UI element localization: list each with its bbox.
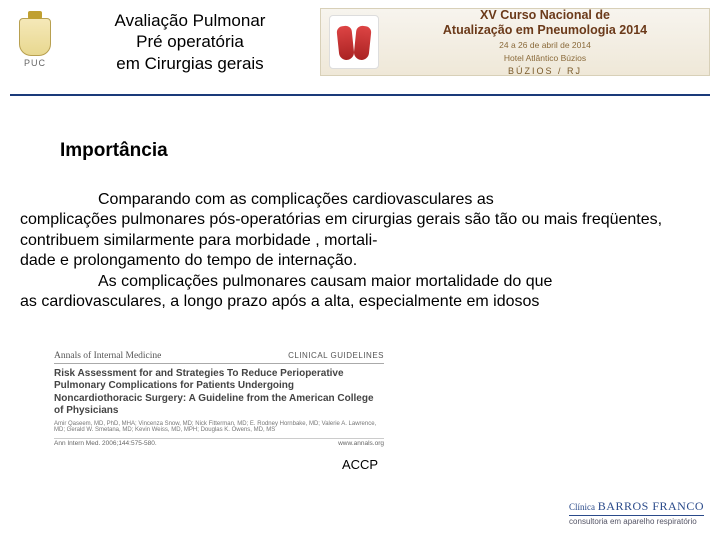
banner-dates: 24 a 26 de abril de 2014 (389, 40, 701, 50)
course-banner: XV Curso Nacional de Atualização em Pneu… (320, 8, 710, 76)
citation-reference: Ann Intern Med. 2006;144:575-580. (54, 440, 318, 447)
clinic-subtitle: consultoria em aparelho respiratório (569, 515, 704, 526)
citation-title: Risk Assessment for and Strategies To Re… (54, 368, 384, 418)
banner-location: BÚZIOS / RJ (389, 66, 701, 76)
p2-rest: as cardiovasculares, a longo prazo após … (20, 293, 539, 310)
p2-first: As complicações pulmonares causam maior … (98, 273, 552, 290)
lungs-icon (329, 15, 379, 69)
citation-footer: Ann Intern Med. 2006;144:575-580. www.an… (54, 438, 384, 447)
clinic-logo: Clínica BARROS FRANCO consultoria em apa… (569, 499, 704, 526)
clinic-name: Clínica BARROS FRANCO (569, 499, 704, 514)
banner-title-2: Atualização em Pneumologia 2014 (389, 23, 701, 38)
p1-first: Comparando com as complicações cardiovas… (98, 191, 494, 208)
p1-rest: complicações pulmonares pós-operatórias … (20, 211, 662, 269)
slide-content: Importância Comparando com as complicaçõ… (0, 96, 720, 472)
clinic-main-name: BARROS FRANCO (598, 499, 704, 513)
clinic-prefix: Clínica (569, 502, 595, 512)
citation-url: www.annals.org (338, 440, 384, 447)
slide-header: PUC Avaliação Pulmonar Pré operatória em… (0, 0, 720, 94)
title-line-1: Avaliação Pulmonar (68, 10, 312, 31)
puc-label: PUC (24, 58, 46, 68)
title-line-2: Pré operatória (68, 31, 312, 52)
shield-icon (19, 18, 51, 56)
accp-label: ACCP (20, 457, 700, 472)
section-heading: Importância (60, 140, 700, 162)
body-paragraphs: Comparando com as complicações cardiovas… (20, 190, 700, 313)
journal-name: Annals of Internal Medicine (54, 351, 161, 361)
citation-header: Annals of Internal Medicine CLINICAL GUI… (54, 351, 384, 364)
banner-title-1: XV Curso Nacional de (389, 8, 701, 23)
citation-block: Annals of Internal Medicine CLINICAL GUI… (54, 351, 384, 447)
banner-text-block: XV Curso Nacional de Atualização em Pneu… (389, 8, 701, 75)
citation-authors: Amir Qaseem, MD, PhD, MHA; Vincenza Snow… (54, 421, 384, 434)
guidelines-label: CLINICAL GUIDELINES (288, 351, 384, 360)
banner-hotel: Hotel Atlântico Búzios (389, 53, 701, 63)
title-line-3: em Cirurgias gerais (68, 53, 312, 74)
slide-title-block: Avaliação Pulmonar Pré operatória em Cir… (60, 8, 320, 74)
puc-logo: PUC (10, 8, 60, 78)
